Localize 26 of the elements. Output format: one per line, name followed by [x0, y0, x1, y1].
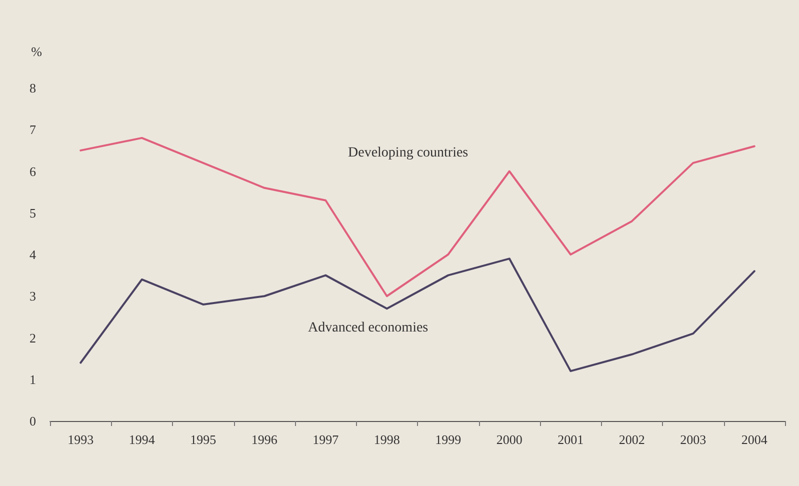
x-tick-label: 1993: [68, 432, 94, 447]
y-tick-label: 7: [30, 122, 36, 138]
x-tick-label: 2002: [618, 432, 645, 447]
x-tick-label: 2001: [558, 432, 584, 447]
x-tick-label: 1998: [374, 432, 400, 447]
x-tick-label: 1995: [190, 432, 216, 447]
line-series: [80, 136, 756, 298]
y-axis-title: %: [31, 44, 42, 59]
x-tick-label: 1997: [312, 432, 340, 447]
text: Developing countries: [348, 146, 468, 160]
y-tick-label: 2: [30, 330, 36, 346]
y-tick-label: 5: [30, 205, 36, 220]
y-tick-label: 8: [30, 80, 36, 96]
x-tick-label: 1999: [435, 432, 462, 447]
x-tick-label: 2003: [680, 432, 706, 447]
y-tick-label: 1: [30, 372, 36, 387]
x-tick-label: 2000: [496, 432, 522, 447]
line-series: [80, 258, 756, 372]
x-tick-label: 2004: [741, 432, 768, 447]
series-label: Advanced economies: [308, 320, 428, 336]
y-tick-label: 3: [30, 288, 36, 304]
y-tick-label: 4: [30, 247, 36, 262]
x-tick-label: 1996: [251, 432, 278, 447]
y-tick-label: 0: [30, 414, 36, 428]
y-tick-label: 6: [30, 164, 36, 179]
x-tick-label: 1994: [128, 432, 156, 447]
